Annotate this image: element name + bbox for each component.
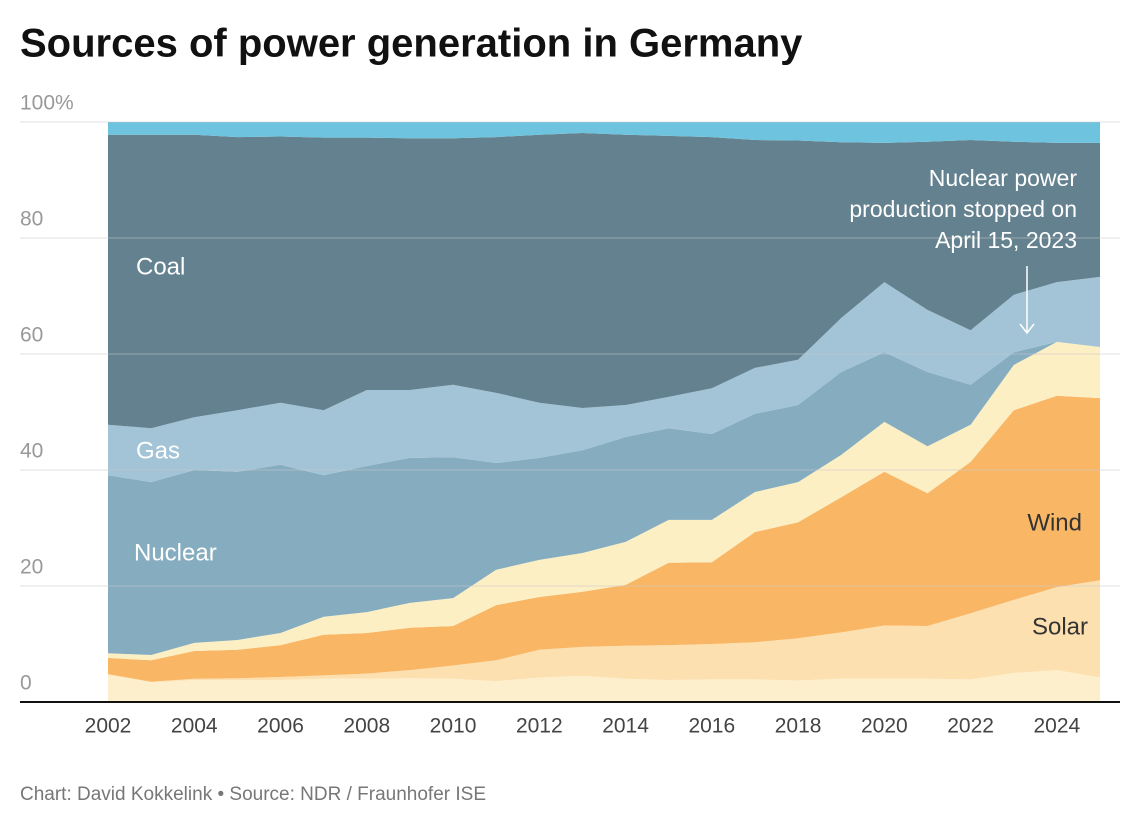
y-tick-label: 80 bbox=[20, 208, 43, 231]
x-tick-label: 2002 bbox=[85, 715, 132, 738]
chart-title: Sources of power generation in Germany bbox=[20, 22, 803, 66]
annotation-arrowhead bbox=[1019, 323, 1035, 335]
annotation: production stopped on bbox=[849, 196, 1077, 222]
series-label: Solar bbox=[1032, 613, 1088, 640]
annotation: April 15, 2023 bbox=[935, 227, 1077, 253]
x-tick-label: 2014 bbox=[602, 715, 649, 738]
x-tick-label: 2018 bbox=[775, 715, 822, 738]
y-tick-label: 40 bbox=[20, 440, 43, 463]
series-label: Nuclear bbox=[134, 539, 217, 566]
x-tick-label: 2012 bbox=[516, 715, 563, 738]
area bbox=[108, 122, 1100, 143]
area bbox=[108, 341, 1100, 656]
y-tick-label: 60 bbox=[20, 324, 43, 347]
annotation: Nuclear power bbox=[929, 165, 1078, 191]
x-tick-label: 2024 bbox=[1034, 715, 1081, 738]
x-tick-label: 2006 bbox=[257, 715, 304, 738]
y-tick-label: 20 bbox=[20, 556, 43, 579]
area bbox=[108, 580, 1100, 683]
y-tick-label: 100% bbox=[20, 92, 74, 115]
source-note: Chart: David Kokkelink • Source: NDR / F… bbox=[20, 784, 486, 805]
areas bbox=[108, 122, 1100, 702]
series-label: Gas bbox=[136, 437, 180, 464]
x-tick-label: 2010 bbox=[430, 715, 477, 738]
x-tick-label: 2004 bbox=[171, 715, 218, 738]
area bbox=[108, 395, 1100, 682]
y-tick-label: 0 bbox=[20, 672, 32, 695]
area bbox=[108, 670, 1100, 702]
x-tick-label: 2020 bbox=[861, 715, 908, 738]
x-tick-label: 2022 bbox=[947, 715, 994, 738]
x-tick-label: 2008 bbox=[343, 715, 390, 738]
series-label: Wind bbox=[1027, 509, 1082, 536]
area bbox=[108, 276, 1100, 483]
x-tick-label: 2016 bbox=[688, 715, 735, 738]
series-label: Coal bbox=[136, 253, 185, 280]
